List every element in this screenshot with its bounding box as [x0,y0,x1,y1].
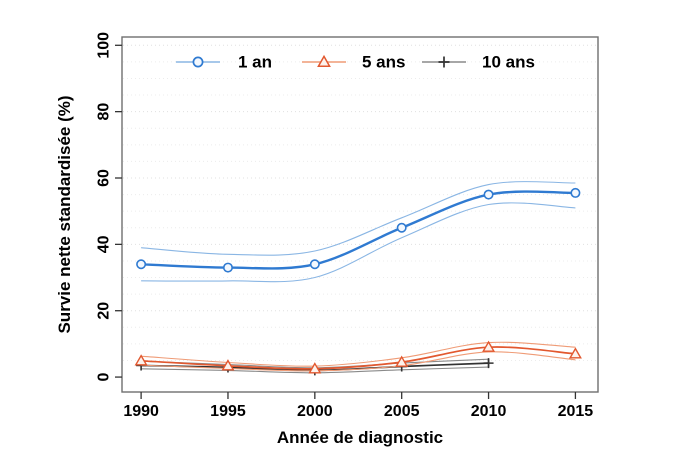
series-layer [134,181,582,376]
triangle-marker [221,359,235,371]
legend-item-1-an: 1 an [176,53,272,72]
triangle-marker [395,355,409,367]
gridlines [123,44,597,361]
series-1-an [136,181,581,283]
legend-circle-icon [192,56,204,68]
triangle-marker [482,340,496,352]
x-tick-label: 2010 [471,403,507,420]
y-tick-label: 20 [96,302,113,320]
legend-plus-icon [438,56,450,68]
legend-label: 1 an [238,53,272,72]
triangle-marker [134,354,148,366]
circle-marker [222,262,233,273]
ci-upper-line [141,181,576,256]
legend-label: 10 ans [482,53,535,72]
y-tick-label: 80 [96,103,113,121]
y-tick-label: 40 [96,235,113,253]
ci-upper-line [141,341,576,367]
y-tick-label: 60 [96,169,113,187]
y-tick-label: 0 [96,373,113,382]
circle-marker [396,222,407,233]
x-tick-label: 1995 [210,403,246,420]
main-line [141,346,576,370]
circle-marker [136,259,147,270]
ci-lower-line [141,202,576,283]
circle-marker [483,189,494,200]
legend-triangle-icon [317,54,331,67]
y-tick-label: 100 [96,32,113,59]
legend-item-5-ans: 5 ans [302,53,405,72]
triangle-marker [308,362,322,374]
ci-lower-line [141,351,576,372]
x-tick-label: 1990 [123,403,159,420]
axis-tick-labels: 0 20 40 60 80 100 1990 1995 2000 2005 2010 2015 [96,32,594,420]
series-5-ans [134,340,582,374]
legend-item-10-ans: 10 ans [422,53,535,72]
y-axis-title: Survie nette standardisée (%) [55,95,74,333]
circle-marker [309,259,320,270]
legend: 1 an 5 ans 10 ans [176,53,535,72]
x-axis-title: Année de diagnostic [277,428,443,447]
main-line [141,190,576,270]
plot-frame [121,36,599,393]
triangle-marker [568,347,582,359]
legend-label: 5 ans [362,53,405,72]
x-tick-label: 2000 [297,403,333,420]
x-tick-label: 2015 [558,403,594,420]
circle-marker [570,187,581,198]
x-tick-label: 2005 [384,403,420,420]
axis-ticks [115,44,577,399]
plus-marker [483,358,494,369]
